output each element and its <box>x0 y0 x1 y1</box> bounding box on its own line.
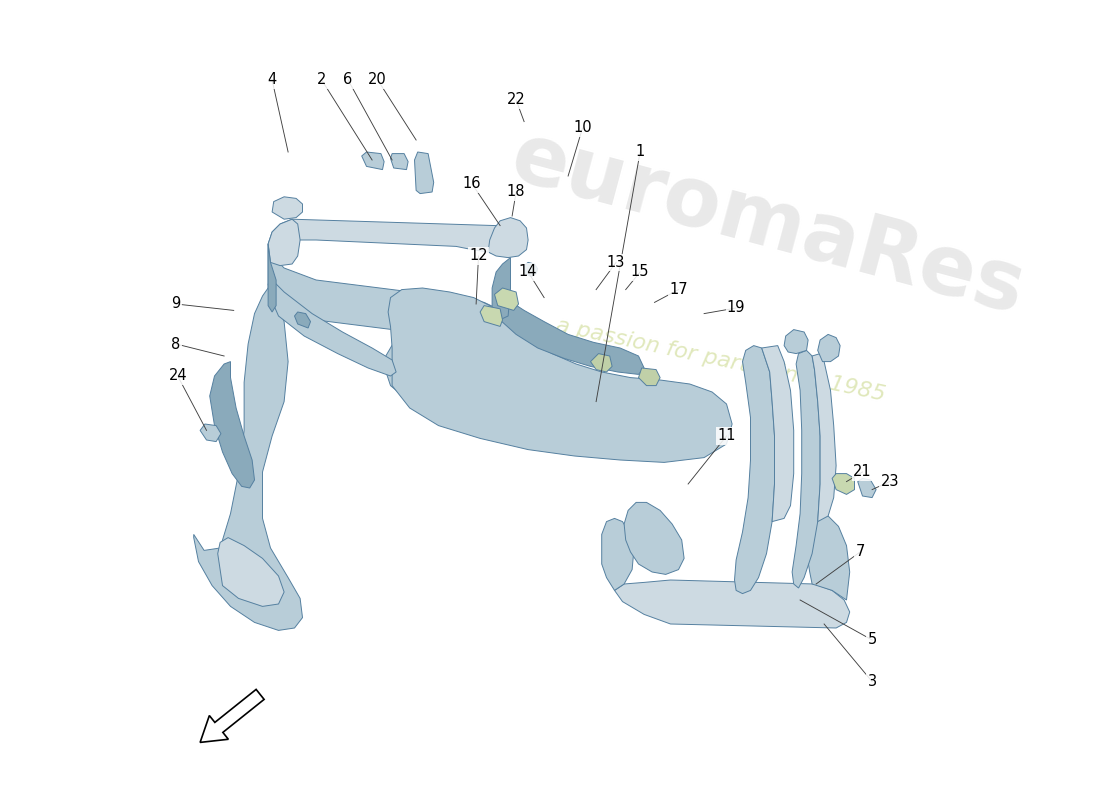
Polygon shape <box>480 306 503 326</box>
Polygon shape <box>390 154 408 170</box>
Polygon shape <box>812 354 836 522</box>
Text: 12: 12 <box>470 249 487 263</box>
Text: 23: 23 <box>880 474 899 489</box>
Polygon shape <box>268 219 510 254</box>
Polygon shape <box>415 152 433 194</box>
Text: 7: 7 <box>856 545 865 559</box>
Text: 14: 14 <box>519 265 538 279</box>
Polygon shape <box>817 334 840 362</box>
Polygon shape <box>383 342 602 432</box>
Polygon shape <box>784 330 808 354</box>
Polygon shape <box>638 368 660 386</box>
Polygon shape <box>200 424 221 442</box>
Polygon shape <box>268 244 276 312</box>
Polygon shape <box>524 262 538 277</box>
Polygon shape <box>500 300 645 374</box>
Polygon shape <box>858 478 876 498</box>
Polygon shape <box>492 258 510 322</box>
Polygon shape <box>268 244 510 342</box>
Text: 19: 19 <box>727 301 746 315</box>
Polygon shape <box>806 512 849 600</box>
Polygon shape <box>210 362 254 488</box>
Polygon shape <box>218 538 284 606</box>
Text: 4: 4 <box>267 73 277 87</box>
Polygon shape <box>495 288 518 310</box>
Polygon shape <box>761 346 794 522</box>
Text: 17: 17 <box>669 282 688 297</box>
Polygon shape <box>268 282 396 376</box>
Polygon shape <box>735 346 774 594</box>
Polygon shape <box>362 152 384 170</box>
Text: 11: 11 <box>717 429 736 443</box>
Polygon shape <box>388 288 733 462</box>
Polygon shape <box>488 218 528 258</box>
Text: 9: 9 <box>172 297 180 311</box>
Polygon shape <box>624 502 684 574</box>
Text: 16: 16 <box>463 177 482 191</box>
Text: a passion for parts since 1985: a passion for parts since 1985 <box>553 315 887 405</box>
Text: 5: 5 <box>868 633 877 647</box>
Polygon shape <box>268 219 300 266</box>
Polygon shape <box>615 580 849 628</box>
Text: 21: 21 <box>854 465 872 479</box>
Polygon shape <box>832 474 855 494</box>
Polygon shape <box>272 197 302 219</box>
Text: 8: 8 <box>172 337 180 351</box>
Text: 20: 20 <box>368 73 387 87</box>
Text: 3: 3 <box>868 674 877 689</box>
Text: 13: 13 <box>607 255 625 270</box>
Text: 15: 15 <box>631 265 649 279</box>
Text: 1: 1 <box>636 145 645 159</box>
Polygon shape <box>591 354 612 372</box>
Text: 22: 22 <box>507 93 526 107</box>
Text: 6: 6 <box>343 73 353 87</box>
Text: 2: 2 <box>317 73 327 87</box>
Polygon shape <box>194 288 302 630</box>
Polygon shape <box>792 350 821 588</box>
FancyArrow shape <box>200 690 264 742</box>
Polygon shape <box>602 518 634 590</box>
Text: euromaRes: euromaRes <box>503 117 1034 331</box>
Text: 24: 24 <box>168 369 187 383</box>
Polygon shape <box>295 312 310 328</box>
Text: 18: 18 <box>507 185 526 199</box>
Text: 10: 10 <box>573 121 592 135</box>
